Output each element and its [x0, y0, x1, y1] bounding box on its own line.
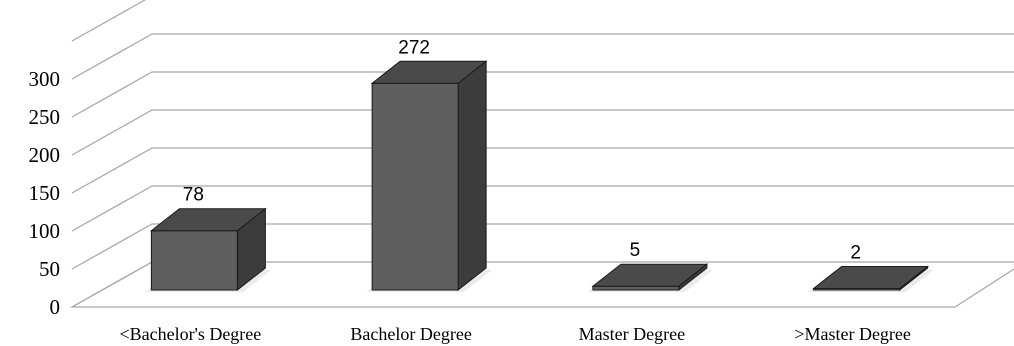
y-tick-label: 250: [29, 105, 61, 129]
bar-side: [457, 60, 487, 292]
floor-outline: [69, 261, 1014, 308]
bars: [145, 60, 934, 292]
gridline: [71, 33, 1014, 80]
bar-front: [150, 230, 238, 291]
y-tick-label: 100: [29, 219, 61, 243]
gridline: [71, 185, 1014, 232]
y-tick-label: 50: [39, 257, 60, 281]
data-label: 272: [398, 37, 430, 58]
x-category-label: >Master Degree: [794, 324, 911, 344]
gridline: [71, 71, 1014, 118]
gridline: [71, 147, 1014, 194]
back-wall-top: [71, 0, 147, 42]
bar-top: [149, 208, 267, 232]
bar: [586, 263, 713, 292]
y-tick-label: 300: [29, 67, 61, 91]
data-label: 5: [630, 240, 641, 261]
y-tick-label: 200: [29, 143, 61, 167]
bar-top: [591, 263, 709, 287]
x-category-label: Master Degree: [579, 324, 685, 344]
gridlines: [69, 0, 1014, 308]
data-label: 78: [183, 185, 204, 206]
bar-top: [812, 265, 930, 289]
gridline: [71, 223, 1014, 270]
category-labels: <Bachelor's Degree Bachelor Degree Master …: [119, 324, 910, 344]
bar: [145, 207, 272, 292]
x-category-label: Bachelor Degree: [350, 324, 471, 344]
bar-front: [371, 82, 459, 291]
data-labels: 78 272 5 2: [183, 37, 861, 263]
bar: [807, 265, 934, 292]
bar-top: [370, 60, 488, 84]
gridline: [71, 109, 1014, 156]
bar-front: [592, 285, 680, 291]
y-axis-ticks: 0 50 100 150 200 250 300: [29, 67, 61, 319]
y-tick-label: 0: [50, 295, 61, 319]
data-label: 2: [850, 242, 861, 263]
y-tick-label: 150: [29, 181, 61, 205]
bar: [366, 60, 493, 292]
x-category-label: <Bachelor's Degree: [119, 324, 261, 344]
